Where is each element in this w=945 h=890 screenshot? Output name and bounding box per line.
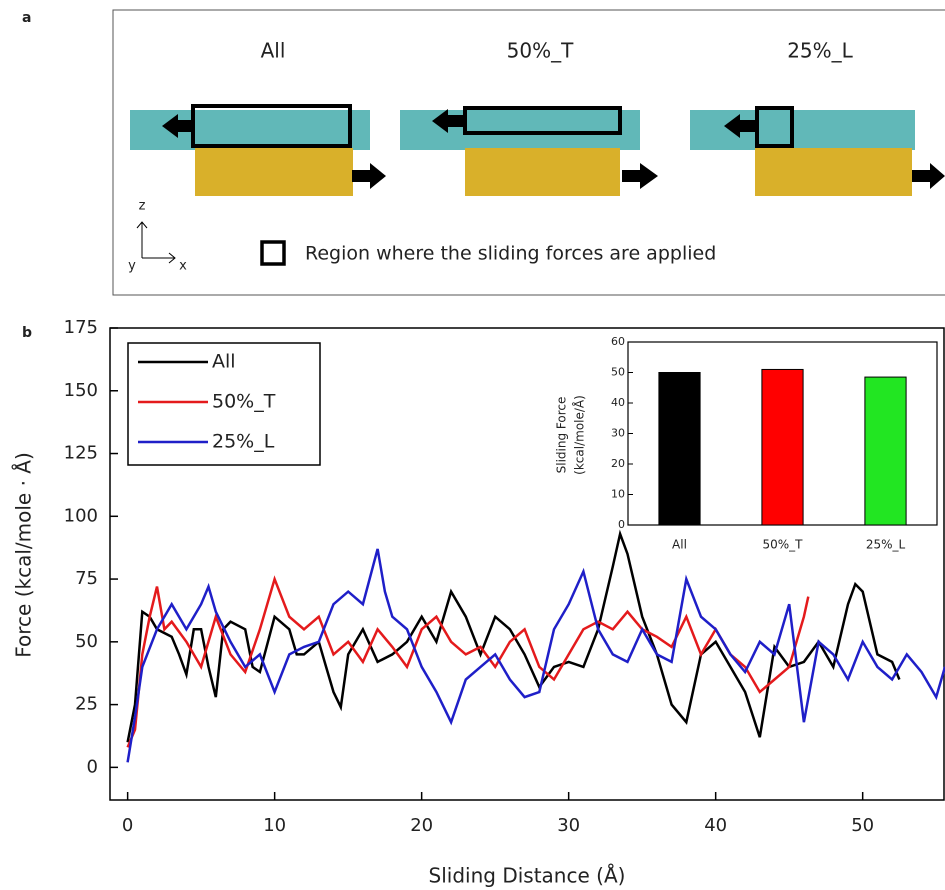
bar xyxy=(658,372,701,526)
x-tick-label: 10 xyxy=(263,815,286,836)
y-tick-label: 20 xyxy=(611,457,625,470)
axis-letter: x xyxy=(179,259,187,274)
y-tick-label: 175 xyxy=(64,317,98,338)
legend-label: 50%_T xyxy=(212,391,276,413)
model xyxy=(130,104,386,196)
region-legend: Region where the sliding forces are appl… xyxy=(305,243,716,265)
y-tick-label: 10 xyxy=(611,488,625,501)
data-line xyxy=(126,575,810,748)
y-tick-label: 25 xyxy=(75,694,98,715)
model xyxy=(690,106,945,196)
x-tick-label: 30 xyxy=(557,815,580,836)
y-tick-label: 125 xyxy=(64,443,98,464)
panel-a-frame xyxy=(112,9,945,296)
y-tick-label: 150 xyxy=(64,380,98,401)
y-tick-label: 100 xyxy=(64,505,98,526)
y-tick-label: 0 xyxy=(618,518,625,531)
legend-label: All xyxy=(212,351,236,373)
bar xyxy=(864,376,907,526)
y-tick-label: 40 xyxy=(611,396,625,409)
x-tick-label: All xyxy=(672,538,687,552)
x-tick-label: 40 xyxy=(704,815,727,836)
y-tick-label: 50 xyxy=(611,366,625,379)
x-tick-label: 50 xyxy=(851,815,874,836)
y-axis-label: (kcal/mole/Å) xyxy=(572,395,587,475)
y-axis-label: Force (kcal/mole · Å) xyxy=(12,452,36,658)
axis-letter: z xyxy=(139,199,146,214)
data-line xyxy=(126,529,901,743)
panel-label: b xyxy=(22,325,32,341)
model xyxy=(400,106,658,196)
legend-label: 25%_L xyxy=(212,431,275,453)
x-tick-label: 25%_L xyxy=(866,538,906,552)
illustration xyxy=(130,104,945,266)
x-tick-label: 0 xyxy=(122,815,133,836)
model-title: 25%_L xyxy=(787,39,853,63)
x-axis-label: Sliding Distance (Å) xyxy=(429,864,626,888)
y-tick-label: 30 xyxy=(611,427,625,440)
x-tick-label: 20 xyxy=(410,815,433,836)
x-tick-label: 50%_T xyxy=(762,538,803,552)
y-tick-label: 50 xyxy=(75,631,98,652)
y-tick-label: 0 xyxy=(87,756,98,777)
y-axis-label: Sliding Force xyxy=(555,397,569,474)
plot-frame xyxy=(109,327,945,801)
panel-label: a xyxy=(22,10,31,26)
data-line xyxy=(126,548,945,763)
legend-frame xyxy=(127,342,321,466)
bar xyxy=(761,368,804,526)
y-tick-label: 75 xyxy=(75,568,98,589)
model-title: 50%_T xyxy=(507,39,574,63)
model-title: All xyxy=(261,39,286,63)
axis-letter: y xyxy=(128,259,136,274)
y-tick-label: 60 xyxy=(611,335,625,348)
